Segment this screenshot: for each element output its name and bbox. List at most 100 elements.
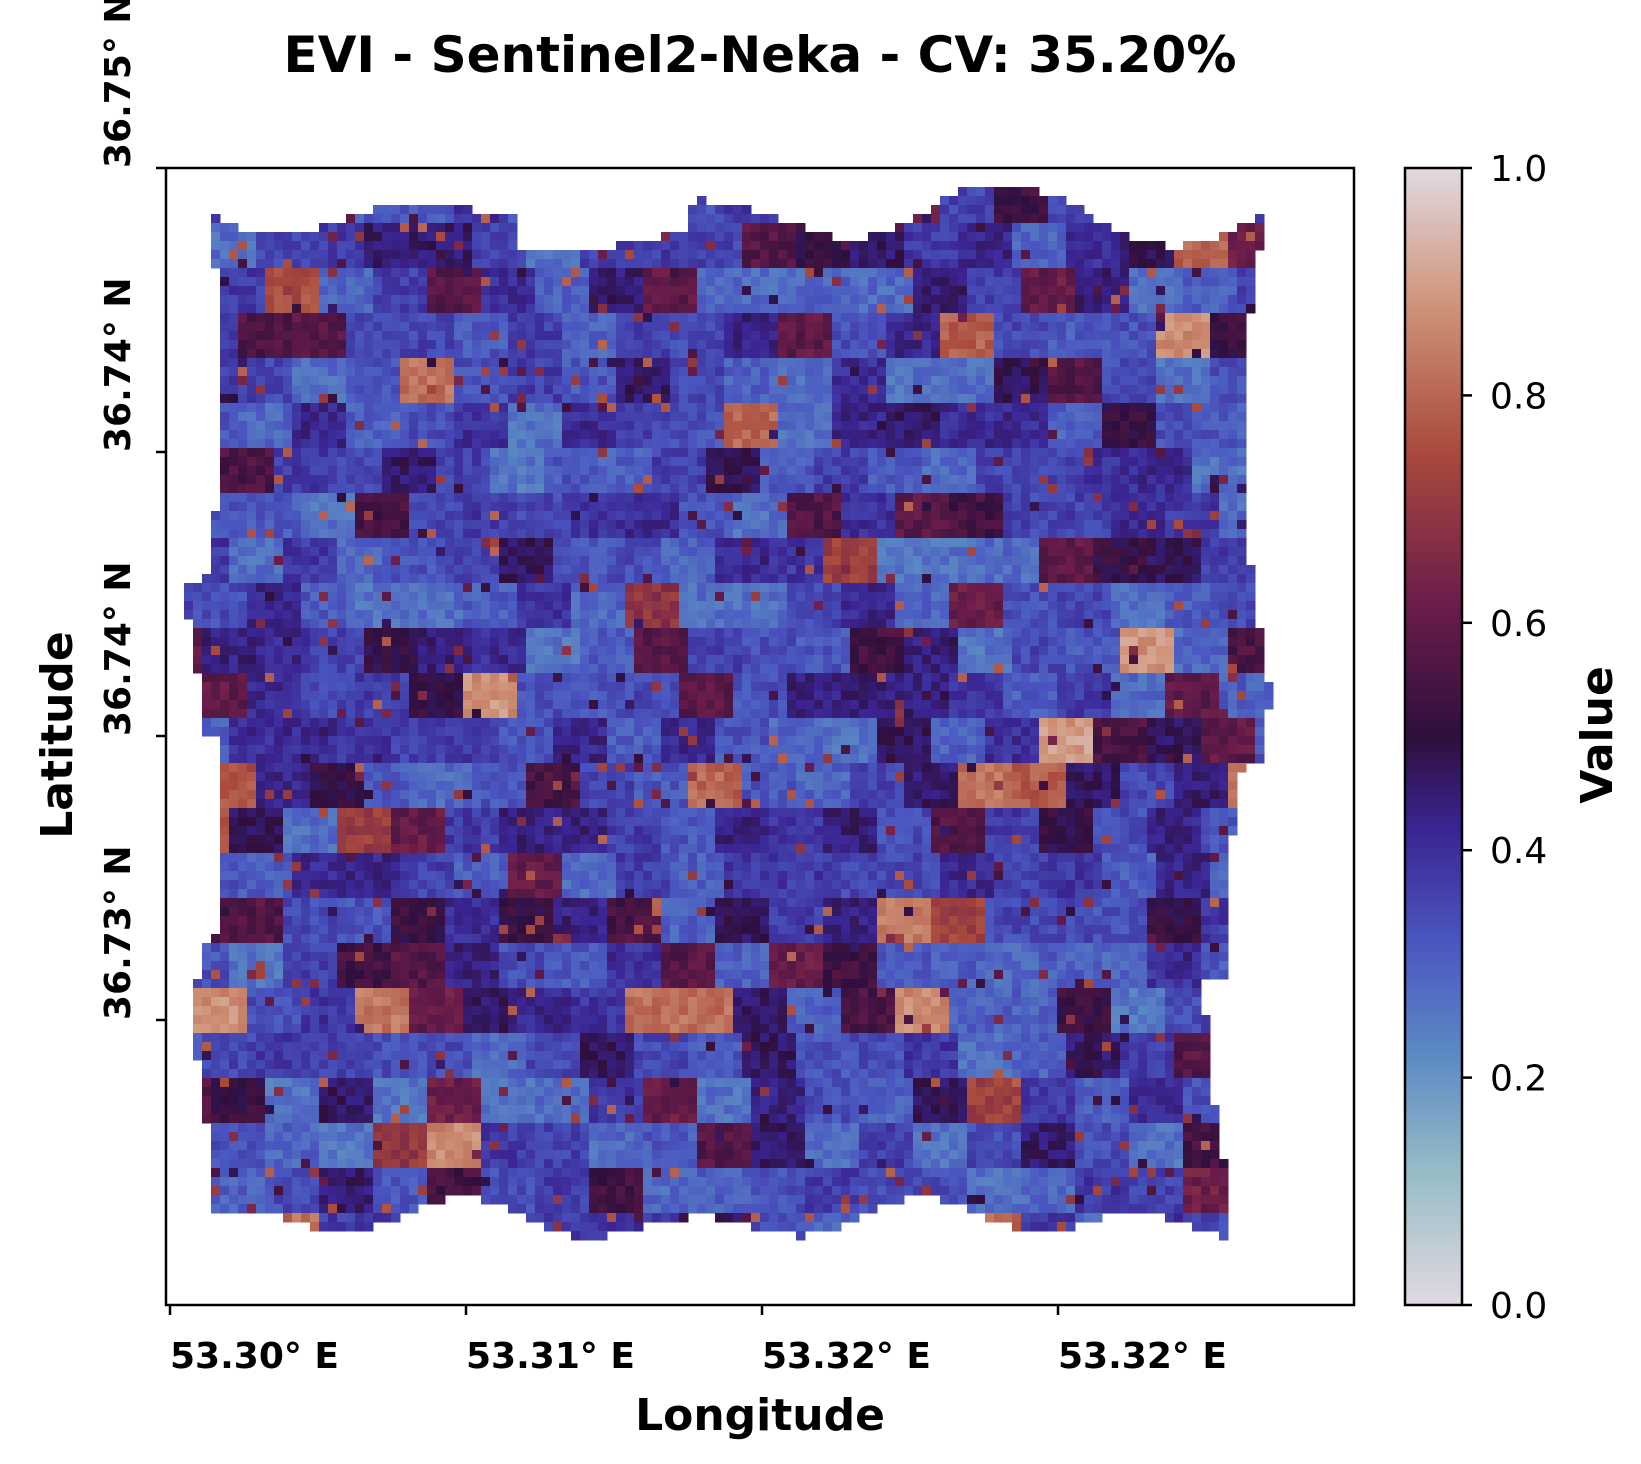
heatmap-cell [328, 583, 338, 593]
heatmap-cell [445, 295, 455, 305]
heatmap-cell [508, 403, 518, 413]
heatmap-cell [1066, 295, 1076, 305]
heatmap-cell [931, 466, 941, 476]
heatmap-cell [742, 286, 752, 296]
heatmap-cell [229, 268, 239, 278]
heatmap-cell [1219, 358, 1229, 368]
heatmap-cell [1120, 403, 1130, 413]
heatmap-cell [220, 502, 230, 512]
heatmap-cell [733, 430, 743, 440]
heatmap-cell [499, 547, 509, 557]
heatmap-cell [949, 349, 959, 359]
heatmap-cell [553, 439, 563, 449]
heatmap-cell [733, 259, 743, 269]
heatmap-cell [958, 493, 968, 503]
heatmap-cell [940, 214, 950, 224]
heatmap-cell [832, 358, 842, 368]
heatmap-cell [913, 574, 923, 584]
heatmap-cell [1183, 259, 1193, 269]
heatmap-cell [229, 484, 239, 494]
heatmap-cell [1075, 493, 1085, 503]
heatmap-cell [742, 304, 752, 314]
heatmap-cell [796, 538, 806, 548]
heatmap-cell [490, 538, 500, 548]
heatmap-cell [823, 448, 833, 458]
heatmap-cell [472, 385, 482, 395]
heatmap-cell [499, 601, 509, 611]
heatmap-cell [1066, 592, 1076, 602]
heatmap-cell [958, 268, 968, 278]
heatmap-cell [472, 277, 482, 287]
heatmap-cell [742, 511, 752, 521]
heatmap-cell [1084, 538, 1094, 548]
heatmap-cell [562, 574, 572, 584]
heatmap-cell [274, 529, 284, 539]
heatmap-cell [688, 340, 698, 350]
heatmap-cell [652, 250, 662, 260]
heatmap-cell [1174, 340, 1184, 350]
heatmap-cell [850, 466, 860, 476]
heatmap-cell [958, 403, 968, 413]
heatmap-cell [895, 250, 905, 260]
heatmap-cell [274, 286, 284, 296]
heatmap-cell [895, 286, 905, 296]
heatmap-cell [1183, 385, 1193, 395]
heatmap-cell [283, 439, 293, 449]
heatmap-cell [742, 574, 752, 584]
heatmap-cell [445, 367, 455, 377]
heatmap-cell [400, 484, 410, 494]
heatmap-cell [625, 259, 635, 269]
heatmap-cell [715, 214, 725, 224]
heatmap-cell [652, 520, 662, 530]
heatmap-cell [436, 358, 446, 368]
heatmap-cell [1138, 259, 1148, 269]
heatmap-cell [724, 439, 734, 449]
heatmap-cell [1030, 313, 1040, 323]
heatmap-cell [985, 538, 995, 548]
heatmap-cell [823, 502, 833, 512]
heatmap-cell [211, 547, 221, 557]
heatmap-cell [949, 574, 959, 584]
heatmap-cell [1156, 322, 1166, 332]
heatmap-cell [490, 304, 500, 314]
heatmap-cell [319, 367, 329, 377]
heatmap-cell [499, 502, 509, 512]
heatmap-cell [1147, 466, 1157, 476]
heatmap-cell [814, 556, 824, 566]
heatmap-cell [823, 412, 833, 422]
heatmap-cell [1111, 457, 1121, 467]
heatmap-cell [238, 511, 248, 521]
heatmap-cell [1012, 340, 1022, 350]
heatmap-cell [904, 367, 914, 377]
heatmap-cell [805, 286, 815, 296]
heatmap-cell [418, 241, 428, 251]
heatmap-cell [688, 511, 698, 521]
heatmap-cell [1057, 574, 1067, 584]
heatmap-cell [247, 502, 257, 512]
heatmap-cell [625, 457, 635, 467]
heatmap-cell [1147, 592, 1157, 602]
heatmap-cell [1210, 448, 1220, 458]
heatmap-cell [1048, 493, 1058, 503]
heatmap-cell [1021, 241, 1031, 251]
heatmap-cell [1075, 322, 1085, 332]
heatmap-cell [454, 574, 464, 584]
heatmap-cell [670, 313, 680, 323]
heatmap-cell [472, 502, 482, 512]
heatmap-cell [931, 502, 941, 512]
heatmap-cell [796, 574, 806, 584]
heatmap-cell [238, 547, 248, 557]
heatmap-cell [1156, 367, 1166, 377]
heatmap-cell [229, 349, 239, 359]
heatmap-cell [1066, 538, 1076, 548]
heatmap-cell [661, 448, 671, 458]
heatmap-cell [418, 232, 428, 242]
heatmap-cell [670, 268, 680, 278]
heatmap-cell [796, 322, 806, 332]
heatmap-cell [1210, 466, 1220, 476]
heatmap-cell [481, 601, 491, 611]
heatmap-cell [1111, 268, 1121, 278]
heatmap-cell [1237, 547, 1247, 557]
heatmap-cell [607, 511, 617, 521]
heatmap-cell [1219, 466, 1229, 476]
